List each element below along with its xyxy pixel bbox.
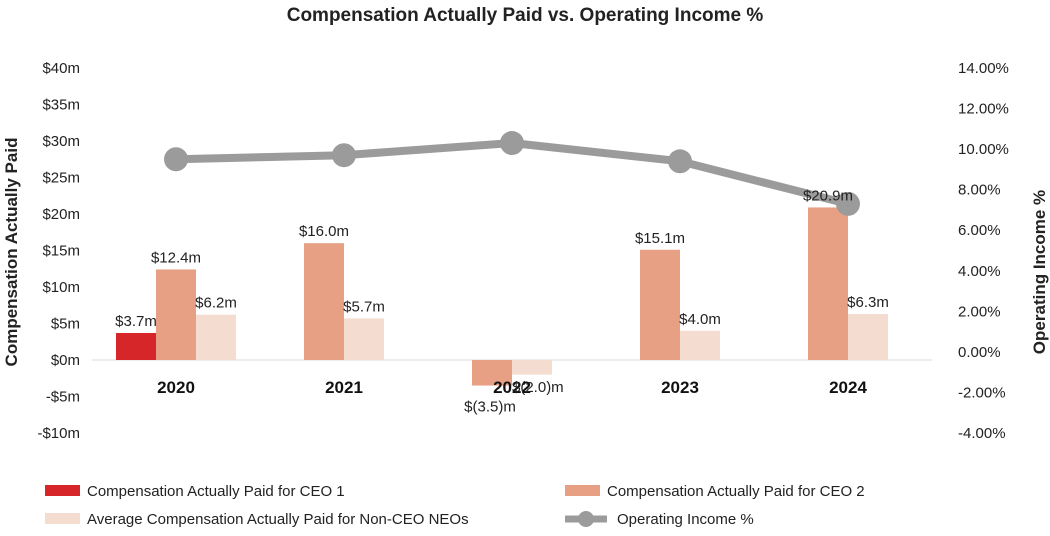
left-tick-label: $15m [42, 243, 80, 260]
operating-income-point-2022 [500, 131, 524, 156]
bar-2023-series-2 [680, 330, 720, 360]
legend-marker [578, 511, 594, 527]
bar-2020-series-2 [196, 314, 236, 360]
operating-income-point-2023 [668, 149, 692, 174]
legend-swatch-0 [45, 485, 80, 496]
category-label-2020: 2020 [157, 378, 195, 397]
data-label: $12.4m [151, 249, 201, 266]
right-tick-label: 8.00% [958, 182, 1001, 199]
right-tick-label: 6.00% [958, 222, 1001, 239]
data-label: $4.0m [679, 311, 721, 328]
operating-income-point-2020 [164, 147, 188, 172]
category-label-2023: 2023 [661, 378, 699, 397]
data-label: $6.2m [195, 295, 237, 312]
left-tick-label: $25m [42, 170, 80, 187]
bar-2022-series-2 [512, 360, 552, 375]
left-tick-label: -$10m [37, 425, 80, 442]
bar-2021-series-1 [304, 243, 344, 360]
right-tick-label: 0.00% [958, 344, 1001, 361]
left-tick-label: $35m [42, 97, 80, 114]
left-tick-label: $0m [51, 352, 80, 369]
left-axis: -$10m -$5m $0m $5m $10m $15m $20m $25m $30m $35m $… [37, 60, 80, 442]
data-labels: $3.7m $12.4m $6.2m $16.0m $5.7m $(3.5)m $(2.0)… [115, 187, 889, 415]
legend-label-1: Compensation Actually Paid for CEO 2 [607, 483, 865, 500]
bar-2024-series-2 [848, 314, 888, 360]
right-tick-label: -4.00% [958, 425, 1006, 442]
right-axis-title: Operating Income % [1030, 190, 1049, 354]
category-label-2022: 2022 [493, 378, 531, 397]
bar-2021-series-2 [344, 318, 384, 360]
data-label: $16.0m [299, 223, 349, 240]
data-label: $3.7m [115, 313, 157, 330]
left-axis-title: Compensation Actually Paid [2, 138, 21, 367]
right-tick-label: 4.00% [958, 263, 1001, 280]
category-labels: 2020 2021 2022 2023 2024 [157, 378, 867, 397]
right-tick-label: 12.00% [958, 101, 1009, 118]
operating-income-point-2021 [332, 143, 356, 168]
right-tick-label: 14.00% [958, 60, 1009, 77]
left-tick-label: $30m [42, 133, 80, 150]
legend-label-3: Operating Income % [617, 511, 754, 528]
category-label-2021: 2021 [325, 378, 363, 397]
operating-income-point-2024 [836, 191, 860, 216]
bar-2024-series-1 [808, 207, 848, 360]
data-label: $5.7m [343, 298, 385, 315]
data-label: $(2.0)m [512, 379, 564, 396]
data-label: $15.1m [635, 230, 685, 247]
data-label: $20.9m [803, 187, 853, 204]
left-tick-label: $40m [42, 60, 80, 77]
legend-swatch-2 [45, 513, 80, 524]
data-label: $(3.5)m [464, 399, 516, 416]
legend-label-2: Average Compensation Actually Paid for N… [87, 511, 469, 528]
operating-income-line [164, 131, 860, 216]
right-tick-label: 2.00% [958, 303, 1001, 320]
bar-2020-series-0 [116, 332, 156, 360]
left-tick-label: $5m [51, 316, 80, 333]
legend: Compensation Actually Paid for CEO 1 Comp… [45, 483, 865, 528]
right-axis: -4.00% -2.00% 0.00% 2.00% 4.00% 6.00% 8.00% 10.… [958, 60, 1009, 442]
left-tick-label: -$5m [46, 389, 80, 406]
bar-2022-series-1 [472, 360, 512, 386]
left-tick-label: $20m [42, 206, 80, 223]
bar-2020-series-1 [156, 269, 196, 360]
chart-title: Compensation Actually Paid vs. Operating… [287, 5, 764, 26]
legend-swatch-1 [565, 485, 600, 496]
bar-2023-series-1 [640, 249, 680, 360]
data-label: $6.3m [847, 294, 889, 311]
left-tick-label: $10m [42, 279, 80, 296]
legend-label-0: Compensation Actually Paid for CEO 1 [87, 483, 345, 500]
category-label-2024: 2024 [829, 378, 867, 397]
right-tick-label: -2.00% [958, 384, 1006, 401]
right-tick-label: 10.00% [958, 141, 1009, 158]
bars [116, 207, 888, 386]
